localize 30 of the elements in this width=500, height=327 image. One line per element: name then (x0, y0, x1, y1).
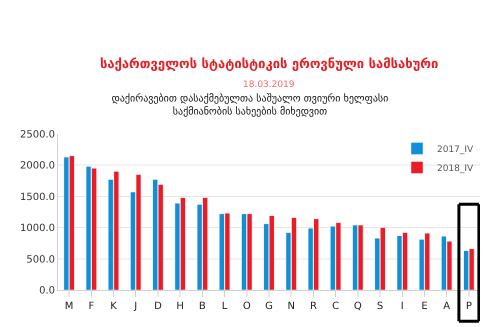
y-tick-label: 1500.0 (20, 192, 55, 203)
x-tick-label: D (154, 301, 162, 312)
x-tick-label: E (421, 301, 428, 312)
x-tick-label: J (133, 301, 138, 312)
x-tick-label: A (443, 301, 450, 312)
x-tick-label: S (376, 301, 384, 312)
chart-title: დაქირავებით დასაქმებულთა საშუალო თვიური ხელფასი საქმიანობის სახეების მიხედვით (112, 92, 388, 118)
y-tick-label: 2500.0 (20, 130, 55, 140)
x-tick-label: R (310, 301, 317, 312)
x-tick-label: K (110, 301, 118, 312)
x-tick-label: B (198, 301, 206, 312)
x-tick-label: F (88, 301, 94, 312)
x-tick-label: L (222, 301, 228, 312)
legend-label: 2017_IV (437, 145, 474, 156)
x-tick-label: N (287, 301, 295, 312)
x-tick-label: C (332, 301, 340, 312)
x-tick-label: G (265, 301, 273, 312)
y-tick-label: 1000.0 (20, 223, 55, 234)
y-tick-label: 0.0 (39, 286, 55, 296)
text: 18.03.2019 (243, 80, 295, 90)
x-tick-label: Q (354, 301, 362, 312)
text: საქართველოს სტატისტიკის ეროვნული სამსახური (100, 57, 438, 72)
y-tick-label: 500.0 (26, 254, 55, 266)
legend-label: 2018_IV (437, 164, 474, 174)
x-tick-label: I (400, 301, 404, 312)
y-tick-label: 2000.0 (20, 160, 55, 172)
x-tick-label: O (242, 301, 251, 312)
x-tick-label: M (64, 301, 74, 312)
x-tick-label: P (466, 301, 472, 312)
x-tick-label: H (176, 301, 184, 312)
